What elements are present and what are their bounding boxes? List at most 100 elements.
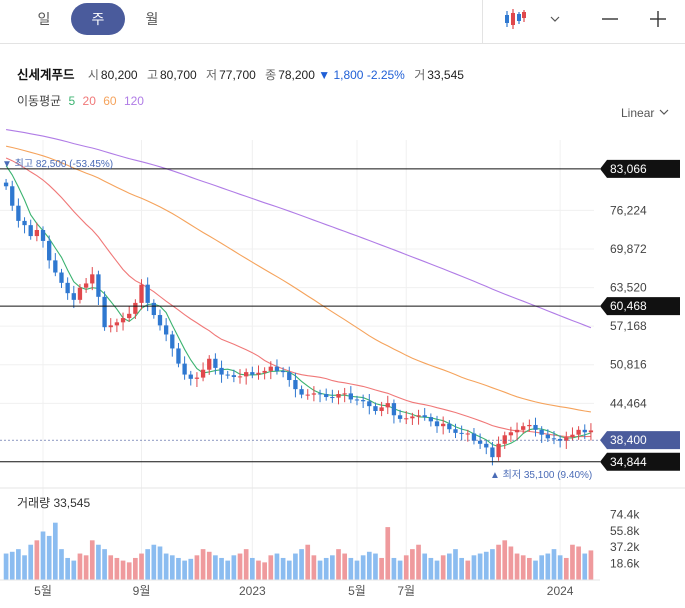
volume-bar <box>446 553 452 580</box>
toolbar-divider <box>482 0 483 44</box>
candle-body <box>114 322 120 326</box>
scale-selector[interactable]: Linear <box>621 106 672 120</box>
candle-body <box>250 372 255 375</box>
candle-body <box>96 274 101 297</box>
volume-bar <box>286 560 292 580</box>
ma20-line <box>5 157 591 438</box>
low-value: 77,700 <box>219 68 256 82</box>
candle-body <box>59 272 64 283</box>
x-tick-label: 2024 <box>547 584 574 598</box>
candle-body <box>127 313 132 319</box>
volume-bar <box>520 555 526 580</box>
volume-bar <box>416 544 421 580</box>
candle-body <box>521 426 526 430</box>
candle-body <box>404 418 409 420</box>
volume-bar <box>256 560 261 580</box>
quote-summary: 신세계푸드 시 80,200 고 80,700 저 77,700 종 78,200 ▼ … <box>17 64 464 83</box>
volume-bar <box>34 540 40 580</box>
close-value: 78,200 <box>278 68 315 82</box>
volume-tick-label: 55.8k <box>610 524 640 538</box>
volume-bar <box>336 549 341 580</box>
ma120-line <box>6 129 592 329</box>
candle-body <box>71 293 76 300</box>
candle-body <box>533 424 538 430</box>
reference-badge <box>600 159 680 178</box>
volume-bar <box>576 546 581 580</box>
volume-bar <box>3 553 9 580</box>
volume-bar <box>40 531 46 580</box>
volume-bar <box>133 557 138 580</box>
volume-bar <box>483 551 489 580</box>
volume-bar <box>22 555 27 580</box>
reference-label: 34,844 <box>610 455 647 469</box>
volume-bar <box>126 562 132 580</box>
candle-body <box>588 430 594 433</box>
volume-bar <box>182 560 187 580</box>
volume-bar <box>16 549 21 580</box>
candle-body <box>330 397 335 399</box>
volume-bar <box>582 553 588 580</box>
volume-bar <box>379 557 384 580</box>
volume-bar <box>360 555 366 580</box>
volume-bar <box>176 557 181 580</box>
tab-daily[interactable]: 일 <box>37 11 51 27</box>
candle-body <box>551 438 557 440</box>
high-annotation: ▼ 최고 82,500 (-53.45%) <box>2 158 113 170</box>
tab-monthly[interactable]: 월 <box>145 11 159 27</box>
candle-body <box>225 374 230 376</box>
volume-bar <box>293 553 298 580</box>
candle-body <box>311 393 317 395</box>
volume-bar <box>52 522 58 580</box>
volume-bar <box>453 549 458 580</box>
candle-body <box>539 429 544 435</box>
volume-tick-label: 37.2k <box>610 540 640 554</box>
x-tick-label: 7월 <box>397 584 415 598</box>
y-tick-label: 50,816 <box>610 358 647 372</box>
volume-bar <box>120 560 126 580</box>
volume-bar <box>508 546 514 580</box>
volume-bar <box>533 560 538 580</box>
candle-body <box>484 443 489 448</box>
candle-body <box>237 376 243 378</box>
volume-bar <box>83 555 89 580</box>
chevron-down-icon[interactable] <box>546 4 564 34</box>
volume-bar <box>28 544 34 580</box>
volume-tick-label: 18.6k <box>610 557 640 571</box>
candle-body <box>564 437 569 441</box>
x-tick-label: 5월 <box>34 584 52 598</box>
candle-body <box>22 220 27 226</box>
candle-body <box>219 367 224 375</box>
volume-bar <box>65 557 70 580</box>
volume-tick-label: 74.4k <box>610 507 640 521</box>
chevron-down-icon <box>659 109 669 115</box>
volume-bar <box>96 544 101 580</box>
candle-body <box>416 415 421 417</box>
candlestick-icon[interactable] <box>500 4 530 34</box>
moving-average-legend[interactable]: 이동평균 5 20 60 120 <box>17 92 148 109</box>
y-tick-label: 63,520 <box>610 281 647 295</box>
volume-bar <box>206 551 212 580</box>
y-tick-label: 69,872 <box>610 242 647 256</box>
minus-icon[interactable] <box>598 4 622 34</box>
plus-icon[interactable] <box>646 4 670 34</box>
volume-bar <box>539 555 545 580</box>
reference-label: 83,066 <box>610 162 647 176</box>
volume-label: 거 <box>414 68 426 82</box>
tab-weekly[interactable]: 주 <box>71 3 125 35</box>
volume-bar <box>262 562 267 580</box>
volume-bar <box>410 549 415 580</box>
volume-bar <box>323 557 329 580</box>
candle-body <box>397 415 403 419</box>
volume-bar <box>465 560 471 580</box>
candle-body <box>342 393 347 395</box>
reference-badge <box>600 297 680 316</box>
candle-body <box>508 432 514 436</box>
candle-body <box>120 318 126 323</box>
volume-bar <box>348 557 354 580</box>
candle-body <box>65 282 70 294</box>
reference-badge <box>600 452 680 471</box>
candle-body <box>53 260 58 273</box>
volume-value: 33,545 <box>427 68 464 82</box>
candle-body <box>280 370 286 373</box>
volume-bar <box>570 544 575 580</box>
